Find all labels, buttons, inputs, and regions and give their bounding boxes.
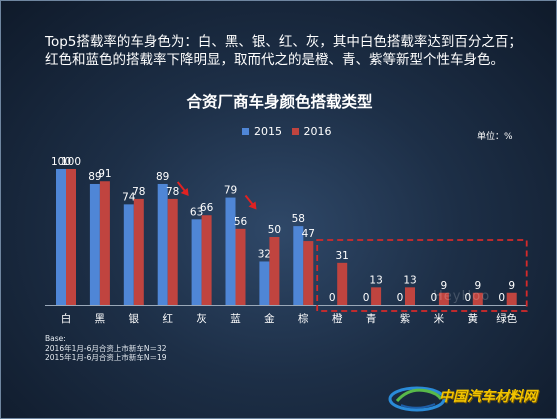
intro-text: Top5搭载率的车身色为：白、黑、银、红、灰，其中白色搭载率达到百分之百；红色和… — [45, 34, 522, 68]
base-line-2015: 2015年1月-6月合资上市新车N＝19 — [45, 353, 167, 362]
base-line-2016: 2016年1月-6月合资上市新车N＝32 — [45, 343, 167, 353]
data-label-2016-9: 13 — [369, 274, 382, 286]
data-label-2016-5: 56 — [234, 216, 248, 228]
bar-2016-1 — [99, 181, 110, 305]
decrease-arrow-line-0 — [176, 181, 187, 193]
data-label-2016-7: 47 — [302, 228, 315, 240]
car-logo-icon — [388, 386, 446, 412]
bar-2016-8 — [337, 262, 348, 305]
bar-2015-6 — [259, 261, 270, 305]
unit-label: 单位：% — [477, 132, 513, 142]
bar-2015-2 — [123, 204, 134, 305]
data-label-2016-4: 66 — [200, 202, 214, 214]
data-label-2015-10: 0 — [397, 292, 404, 304]
data-label-2016-6: 50 — [268, 224, 281, 236]
data-label-2016-10: 13 — [403, 274, 416, 286]
category-label-13: 绿色 — [496, 312, 517, 325]
category-label-0: 白 — [61, 312, 72, 325]
data-label-2015-1: 89 — [88, 171, 101, 183]
bar-2016-12 — [472, 292, 483, 305]
bar-2016-13 — [506, 292, 517, 305]
decrease-arrow-line-1 — [244, 194, 255, 207]
bar-2016-9 — [371, 287, 382, 305]
bar-2016-3 — [167, 198, 178, 305]
bar-2016-10 — [405, 287, 415, 305]
data-label-2015-4: 63 — [190, 206, 203, 218]
bar-2016-11 — [438, 292, 449, 305]
legend-label-2015: 2015 — [254, 125, 282, 138]
bar-2015-4 — [191, 219, 202, 305]
data-label-2016-1: 91 — [98, 168, 111, 180]
data-label-2015-0: 100 — [51, 156, 71, 168]
base-note: Base: 2016年1月-6月合资上市新车N＝32 2015年1月-6月合资上… — [45, 334, 167, 363]
data-label-2015-8: 0 — [329, 292, 336, 304]
category-label-2: 银 — [129, 312, 140, 325]
data-label-2015-9: 0 — [363, 292, 370, 304]
legend-item-2016: 2016 — [291, 125, 332, 138]
bar-2015-1 — [89, 183, 100, 305]
data-label-2015-13: 0 — [498, 292, 505, 304]
bar-2016-6 — [269, 237, 280, 305]
data-label-2016-3: 78 — [166, 186, 179, 198]
data-label-2016-8: 31 — [336, 250, 349, 262]
logo-text: 中国汽车材料网 — [439, 389, 537, 405]
chart-title: 合资厂商车身颜色搭载类型 — [186, 93, 373, 111]
decrease-arrow-head-0 — [180, 187, 189, 196]
category-label-3: 红 — [162, 312, 173, 325]
category-label-5: 蓝 — [230, 313, 241, 325]
data-label-2015-11: 0 — [431, 292, 438, 304]
category-label-7: 棕 — [298, 312, 309, 325]
bar-2016-2 — [133, 198, 144, 305]
bar-2015-3 — [157, 183, 168, 305]
legend-swatch-2015 — [242, 128, 249, 135]
legend-label-2016: 2016 — [303, 125, 332, 138]
chart-legend: 2015 2016 — [242, 125, 338, 138]
data-label-2016-11: 9 — [441, 280, 448, 292]
data-label-2016-13: 9 — [508, 280, 515, 292]
bar-2015-5 — [225, 197, 236, 305]
new-colors-highlight-box — [316, 239, 528, 312]
category-label-6: 金 — [264, 312, 275, 325]
data-label-2016-0: 100 — [61, 156, 81, 168]
bar-2016-7 — [303, 241, 314, 305]
data-label-2015-5: 79 — [224, 185, 237, 197]
category-label-8: 橙 — [332, 312, 343, 325]
data-label-2016-2: 78 — [132, 186, 145, 198]
watermark: HeyHoo — [433, 289, 491, 304]
bar-2015-7 — [293, 226, 304, 305]
legend-swatch-2016 — [291, 128, 299, 135]
data-label-2016-12: 9 — [474, 280, 481, 292]
data-label-2015-7: 58 — [292, 213, 305, 225]
bar-2016-4 — [201, 215, 212, 305]
site-logo: 中国汽车材料网 — [387, 377, 555, 417]
bar-2016-0 — [66, 169, 76, 305]
decrease-arrow-head-1 — [248, 201, 257, 210]
category-label-1: 黑 — [95, 313, 106, 325]
legend-item-2015: 2015 — [242, 125, 282, 138]
category-label-11: 米 — [434, 312, 445, 325]
category-label-9: 青 — [366, 312, 377, 325]
category-label-4: 灰 — [196, 312, 207, 325]
category-label-12: 黄 — [468, 312, 479, 325]
base-label: Base: — [45, 334, 66, 343]
data-label-2015-3: 89 — [156, 171, 169, 183]
bar-2015-0 — [56, 169, 66, 305]
data-label-2015-12: 0 — [464, 292, 471, 304]
data-label-2015-6: 32 — [258, 248, 271, 260]
data-label-2015-2: 74 — [122, 191, 136, 203]
category-label-10: 紫 — [400, 313, 411, 325]
bar-2016-5 — [235, 228, 246, 305]
